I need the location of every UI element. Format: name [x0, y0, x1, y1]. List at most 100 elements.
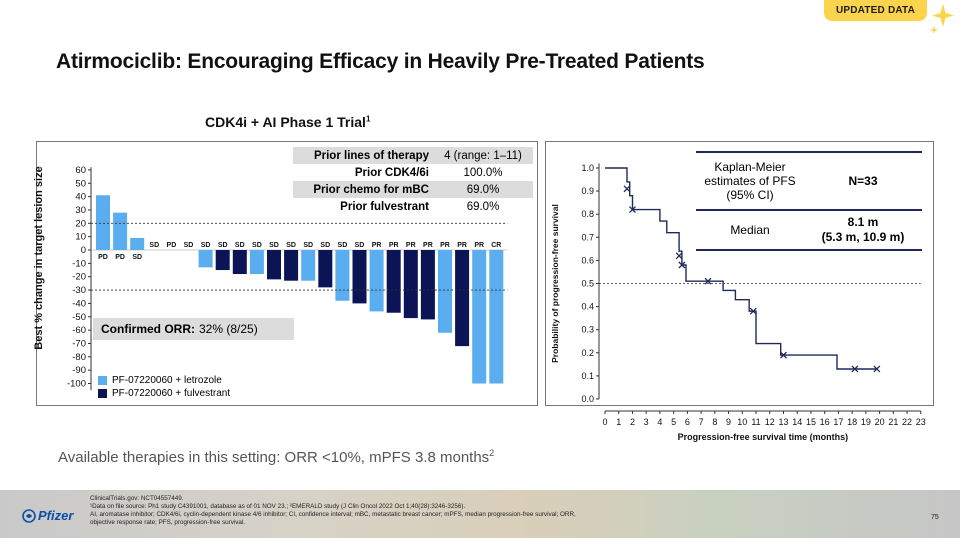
y-axis-label: Best % change in target lesion size [33, 166, 45, 349]
x-tick-label: 14 [792, 417, 802, 427]
bar-response-label: PR [457, 242, 467, 249]
y-tick-label: -50 [72, 312, 86, 323]
bar-response-label: PR [440, 242, 450, 249]
km-chart: 0.00.10.20.30.40.50.60.70.80.91.00 1 2 3 4 5 6… [550, 163, 926, 442]
bar-response-label: PD [167, 242, 177, 249]
bar-response-label: CR [491, 242, 501, 249]
y-tick-label: -80 [72, 352, 86, 363]
orr-value: 32% (8/25) [199, 322, 258, 336]
y-tick-label: -70 [72, 338, 86, 349]
prior-table-value: 100.0% [463, 166, 503, 179]
footnote-line: objective response rate; PFS, progressio… [90, 519, 246, 526]
x-tick-label: 22 [902, 417, 912, 427]
footnote-line: ClinicalTrials.gov: NCT04557449. [90, 495, 184, 502]
x-axis-label: Progression-free survival time (months) [678, 432, 849, 442]
x-tick-label: 18 [847, 417, 857, 427]
bar [489, 250, 504, 384]
bar-response-label: SD [201, 242, 211, 249]
km-n-value: N=33 [848, 173, 878, 188]
bar-response-label: SD [184, 242, 194, 249]
prior-table-row: Prior lines of therapy 4 (range: 1–11) [293, 147, 533, 164]
divider [696, 249, 922, 251]
prior-table-label: Prior CDK4/6i [354, 166, 429, 179]
y-tick-label: 0.8 [581, 209, 594, 219]
censor-mark [851, 365, 859, 373]
y-tick-label: 50 [75, 178, 86, 189]
km-panel [545, 141, 934, 406]
x-tick-label: 5 [671, 417, 676, 427]
legend-label: PF-07220060 + fulvestrant [112, 388, 231, 399]
y-tick-label: 0.9 [581, 186, 594, 196]
bar [113, 212, 128, 250]
bar [267, 250, 281, 280]
orr-label: Confirmed ORR: [101, 322, 195, 336]
legend-item-letrozole: PF-07220060 + letrozole [98, 374, 230, 387]
pfizer-logo: Pfizer [22, 508, 73, 523]
y-tick-label: 60 [75, 165, 86, 176]
legend-swatch [98, 389, 107, 398]
footer-bar [0, 490, 960, 538]
x-tick-label: 0 [602, 417, 607, 427]
y-tick-label: 0.2 [581, 348, 594, 358]
page-title: Atirmociclib: Encouraging Efficacy in He… [56, 50, 705, 73]
waterfall-legend: PF-07220060 + letrozole PF-07220060 + fu… [98, 374, 230, 400]
censor-mark [623, 185, 631, 193]
x-tick-label: 7 [699, 417, 704, 427]
bar-response-label: SD [149, 242, 159, 249]
censor-mark [873, 365, 881, 373]
bar-response-label: SD [320, 242, 330, 249]
bar [232, 250, 247, 275]
y-axis-label: Probability of progression-free survival [550, 204, 560, 363]
bar-response-label: PD [115, 254, 125, 261]
bar-response-label: SD [252, 242, 262, 249]
bar [215, 250, 230, 271]
y-tick-label: -60 [72, 325, 86, 336]
y-tick-label: 0.4 [581, 302, 594, 312]
x-tick-label: 13 [778, 417, 788, 427]
x-tick-label: 1 [616, 417, 621, 427]
legend-label: PF-07220060 + letrozole [112, 375, 222, 386]
bar [96, 195, 110, 250]
footnotes: ClinicalTrials.gov: NCT04557449. ¹Data o… [90, 495, 730, 527]
chart-heading: CDK4i + AI Phase 1 Trial1 [205, 114, 370, 130]
censor-mark [780, 351, 787, 359]
x-tick-label: 8 [712, 417, 717, 427]
bar [386, 250, 401, 313]
y-tick-label: 0.5 [581, 279, 594, 289]
bar [420, 250, 435, 320]
x-tick-label: 21 [888, 417, 898, 427]
censor-mark [629, 206, 636, 214]
y-tick-label: 20 [75, 218, 86, 229]
bar [318, 250, 333, 288]
km-median-ci: (5.3 m, 10.9 m) [821, 230, 905, 244]
y-tick-label: 0.0 [581, 394, 594, 404]
x-tick-label: 16 [820, 417, 830, 427]
prior-table-label: Prior fulvestrant [340, 200, 429, 213]
censor-mark [675, 252, 683, 260]
x-tick-label: 15 [806, 417, 816, 427]
bar [369, 250, 384, 312]
bar [198, 250, 213, 268]
prior-table-value: 69.0% [466, 183, 500, 196]
y-tick-label: 10 [75, 232, 86, 243]
bar-response-label: SD [303, 242, 313, 249]
footnote-line: AI, aromatase inhibitor; CDK4/6i, cyclin… [90, 511, 576, 518]
confirmed-orr-box: Confirmed ORR: 32% (8/25) [93, 318, 294, 340]
x-tick-label: 12 [765, 417, 775, 427]
bar-response-label: PR [474, 242, 484, 249]
y-tick-label: 30 [75, 205, 86, 216]
x-tick-label: 10 [737, 417, 747, 427]
km-estimates-table: Kaplan-Meier estimates of PFS (95% CI) N… [696, 151, 922, 251]
available-superscript: 2 [489, 448, 495, 458]
censor-mark [678, 261, 686, 269]
km-row-median: Median 8.1 m (5.3 m, 10.9 m) [696, 211, 922, 249]
y-tick-label: -10 [72, 258, 86, 269]
x-tick-label: 4 [657, 417, 662, 427]
bar [335, 250, 350, 301]
x-tick-label: 20 [875, 417, 885, 427]
x-tick-label: 19 [861, 417, 871, 427]
prior-table-row: Prior CDK4/6i 100.0% [293, 164, 533, 181]
bar [130, 237, 145, 250]
bar-response-label: PR [423, 242, 433, 249]
km-curve [605, 167, 877, 370]
